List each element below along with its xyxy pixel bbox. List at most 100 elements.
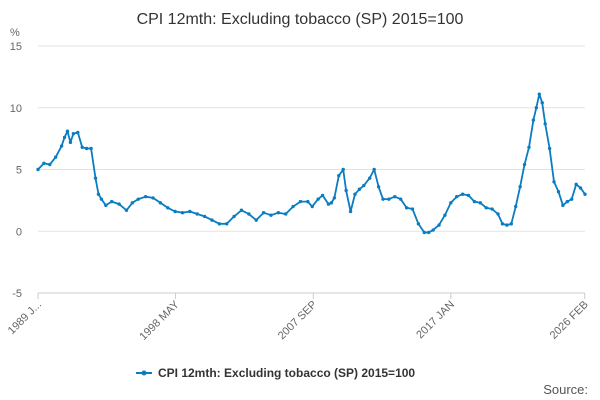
data-point	[158, 201, 163, 205]
data-point	[505, 223, 509, 227]
data-point	[534, 106, 539, 110]
data-point	[556, 190, 561, 194]
data-point	[276, 211, 281, 215]
data-point	[543, 122, 547, 126]
data-point	[527, 145, 531, 149]
data-point	[404, 206, 409, 210]
data-point	[466, 193, 471, 198]
data-point	[514, 204, 518, 209]
data-point	[583, 192, 587, 196]
data-point	[552, 180, 556, 184]
data-point	[437, 223, 441, 227]
data-point	[578, 186, 583, 190]
gridlines	[38, 45, 585, 294]
data-point	[306, 199, 310, 204]
data-point	[62, 135, 67, 140]
data-point	[561, 203, 565, 208]
data-point	[217, 222, 222, 226]
data-point	[310, 204, 314, 209]
data-point	[565, 199, 570, 204]
data-point	[130, 201, 135, 205]
data-point	[48, 162, 52, 167]
data-point	[484, 206, 488, 210]
x-tick-label: 1998 MAY	[137, 298, 182, 343]
data-point	[362, 183, 366, 188]
data-point	[291, 204, 295, 209]
data-point	[344, 188, 348, 193]
data-point	[110, 199, 114, 204]
x-tick-label: 2017 JAN	[414, 299, 457, 342]
data-point	[422, 230, 426, 235]
data-point	[509, 222, 513, 226]
data-point	[372, 167, 376, 172]
data-point	[68, 140, 73, 145]
data-point	[416, 222, 421, 226]
x-tick-label: 2007 SEP	[276, 299, 320, 343]
data-point	[547, 146, 552, 151]
data-point	[225, 222, 229, 226]
data-point	[496, 212, 500, 216]
data-point	[393, 194, 397, 199]
legend-swatch-marker	[141, 370, 147, 376]
data-point	[427, 230, 431, 235]
data-point	[337, 173, 341, 178]
x-axis: 1989 J... 1998 MAY 2007 SEP 2017 JAN 2026 FE…	[6, 292, 591, 343]
data-point	[329, 201, 334, 205]
data-point	[99, 197, 104, 201]
data-point	[104, 203, 108, 208]
data-point	[460, 192, 465, 196]
data-point	[84, 146, 89, 151]
data-point	[89, 146, 93, 151]
data-point	[570, 197, 574, 201]
data-point	[166, 206, 170, 210]
data-point	[210, 218, 214, 222]
data-point	[326, 202, 331, 206]
data-point	[298, 199, 303, 204]
data-point	[143, 194, 148, 199]
series-line	[37, 93, 586, 234]
data-point	[490, 207, 494, 211]
chart-title: CPI 12mth: Excluding tobacco (SP) 2015=1…	[137, 11, 464, 28]
data-point	[431, 228, 435, 232]
data-point	[341, 167, 345, 172]
data-point	[368, 176, 372, 180]
data-point	[136, 197, 140, 201]
data-point	[254, 218, 258, 222]
data-point	[188, 209, 192, 214]
data-point	[42, 161, 46, 166]
data-point	[472, 199, 477, 204]
data-point	[357, 187, 362, 191]
data-point	[376, 185, 381, 189]
data-point	[202, 214, 207, 219]
data-point	[53, 155, 58, 159]
legend-item[interactable]: CPI 12mth: Excluding tobacco (SP) 2015=1…	[158, 366, 415, 380]
x-tick-label: 2026 FEB	[548, 299, 591, 342]
data-point	[387, 197, 391, 201]
data-point	[522, 162, 527, 167]
data-point	[59, 144, 64, 148]
y-tick-label: 5	[16, 165, 22, 177]
data-point	[316, 197, 320, 201]
data-point	[518, 185, 522, 189]
legend[interactable]: CPI 12mth: Excluding tobacco (SP) 2015=1…	[136, 366, 415, 380]
data-point	[173, 209, 177, 214]
data-point	[449, 201, 453, 205]
data-point	[348, 209, 353, 214]
data-point	[537, 92, 541, 96]
y-tick-label: 15	[10, 41, 22, 53]
data-point	[332, 196, 337, 200]
data-point	[478, 201, 483, 205]
data-point	[117, 202, 121, 206]
y-tick-label: 10	[10, 103, 22, 115]
data-point	[71, 131, 76, 136]
data-point	[410, 207, 415, 211]
data-point	[239, 208, 244, 212]
y-tick-label: 0	[16, 226, 22, 238]
data-point	[232, 214, 236, 219]
data-point	[261, 211, 266, 215]
data-point	[283, 212, 288, 216]
data-point	[574, 182, 578, 187]
data-point	[65, 129, 70, 133]
y-tick-label: -5	[12, 288, 22, 300]
data-point	[269, 213, 273, 217]
